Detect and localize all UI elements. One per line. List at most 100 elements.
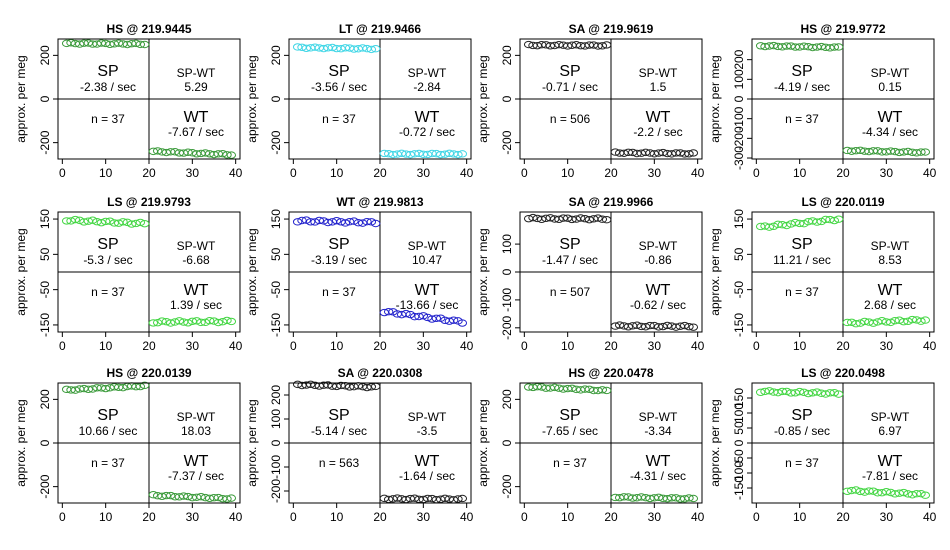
y-axis-label: approx. per meg — [708, 399, 722, 486]
x-tick-label: 0 — [753, 510, 760, 524]
wt-point — [200, 149, 211, 157]
y-axis-label: approx. per meg — [476, 228, 490, 315]
wt-label: WT — [415, 282, 440, 299]
wt-rate: -0.72 / sec — [399, 125, 455, 139]
y-tick-label: 50 — [38, 247, 52, 261]
sp-label: SP — [97, 63, 118, 80]
wt-rate: -7.37 / sec — [168, 469, 224, 483]
y-tick-label: 150 — [38, 209, 52, 229]
sp-point — [370, 219, 381, 228]
sp-point — [139, 40, 150, 49]
sp-point — [79, 218, 89, 226]
sp-point — [292, 218, 303, 226]
y-tick-label: -200 — [500, 474, 514, 498]
y-axis-label: approx. per meg — [14, 228, 28, 315]
panel-title: LS @ 220.0498 — [801, 366, 885, 380]
sp-point — [366, 383, 377, 391]
sp-point — [601, 41, 612, 49]
sp-point — [820, 390, 831, 398]
y-tick-label: 100 — [732, 69, 746, 89]
wt-point — [653, 493, 664, 502]
sp-point — [536, 215, 547, 224]
sp-rate: -0.85 / sec — [774, 424, 830, 438]
wt-point — [383, 307, 394, 316]
panel-title: LT @ 219.9466 — [339, 22, 422, 36]
sp-point — [562, 42, 573, 50]
sp-point — [139, 219, 150, 228]
data-points — [523, 213, 699, 331]
sp-rate: -4.19 / sec — [774, 80, 830, 94]
wt-point — [444, 149, 455, 158]
y-axis-label: approx. per meg — [708, 228, 722, 315]
sp-point — [113, 39, 124, 47]
data-points — [755, 387, 931, 499]
wt-point — [868, 319, 879, 327]
wt-point — [610, 148, 621, 156]
y-tick-label: 100 — [269, 409, 283, 429]
wt-point — [619, 493, 629, 501]
x-tick-label: 40 — [229, 339, 243, 353]
diff-label: SP-WT — [639, 66, 678, 80]
x-tick-label: 30 — [880, 510, 894, 524]
y-tick-label: 0 — [269, 439, 283, 446]
x-tick-label: 10 — [330, 510, 344, 524]
sp-point — [833, 390, 844, 398]
sp-label: SP — [328, 407, 349, 424]
x-tick-label: 40 — [460, 166, 474, 180]
x-tick-label: 20 — [604, 166, 618, 180]
sp-rate: -3.56 / sec — [311, 80, 367, 94]
panel-9: HS @ 220.0139 0 10 20 30 40 -200 0 200 approx. pe… — [14, 366, 243, 524]
data-points — [61, 381, 237, 503]
x-tick-label: 40 — [460, 510, 474, 524]
wt-point — [226, 494, 237, 502]
sp-point — [554, 40, 564, 49]
wt-point — [679, 321, 690, 330]
sp-point — [323, 218, 333, 227]
sp-point — [305, 218, 316, 226]
wt-point — [640, 148, 651, 157]
wt-rate: -2.2 / sec — [633, 125, 682, 139]
data-points — [523, 382, 699, 503]
sp-point — [310, 43, 320, 51]
wt-point — [911, 490, 922, 498]
sp-rate: 10.66 / sec — [79, 424, 138, 438]
x-tick-label: 10 — [99, 166, 113, 180]
wt-point — [204, 317, 215, 325]
data-points — [61, 39, 237, 159]
x-tick-label: 20 — [836, 510, 850, 524]
y-tick-label: -100 — [500, 288, 514, 312]
sp-point — [799, 42, 809, 50]
sp-rate: -5.3 / sec — [83, 253, 132, 267]
wt-point — [881, 487, 892, 496]
wt-point — [916, 317, 926, 325]
sp-point — [366, 218, 377, 226]
wt-point — [213, 318, 224, 327]
y-tick-label: 200 — [732, 49, 746, 69]
x-tick-label: 30 — [880, 166, 894, 180]
sp-point — [812, 388, 822, 396]
sp-point — [362, 217, 372, 226]
wt-rate: -4.31 / sec — [630, 469, 686, 483]
wt-point — [614, 321, 625, 329]
sp-label: SP — [559, 236, 580, 253]
y-tick-label: 0 — [38, 439, 52, 446]
x-tick-label: 0 — [290, 339, 297, 353]
sp-label: SP — [328, 63, 349, 80]
y-tick-label: 150 — [732, 209, 746, 229]
wt-point — [885, 147, 896, 155]
panel-6: WT @ 219.9813 0 10 20 30 40 -150 -50 50 150 approx… — [245, 195, 474, 353]
panel-title: SA @ 219.9619 — [569, 22, 654, 36]
x-tick-label: 20 — [836, 339, 850, 353]
x-tick-label: 10 — [793, 510, 807, 524]
n-count: n = 37 — [785, 112, 819, 126]
x-tick-label: 0 — [521, 339, 528, 353]
sp-point — [833, 215, 844, 223]
diff-value: -6.68 — [182, 253, 210, 267]
panel-title: WT @ 219.9813 — [336, 195, 423, 209]
wt-point — [916, 148, 926, 156]
diff-value: 10.47 — [412, 253, 442, 267]
sp-point — [755, 388, 766, 396]
wt-point — [392, 494, 403, 502]
diff-value: 18.03 — [181, 424, 211, 438]
diff-value: 5.29 — [184, 80, 208, 94]
